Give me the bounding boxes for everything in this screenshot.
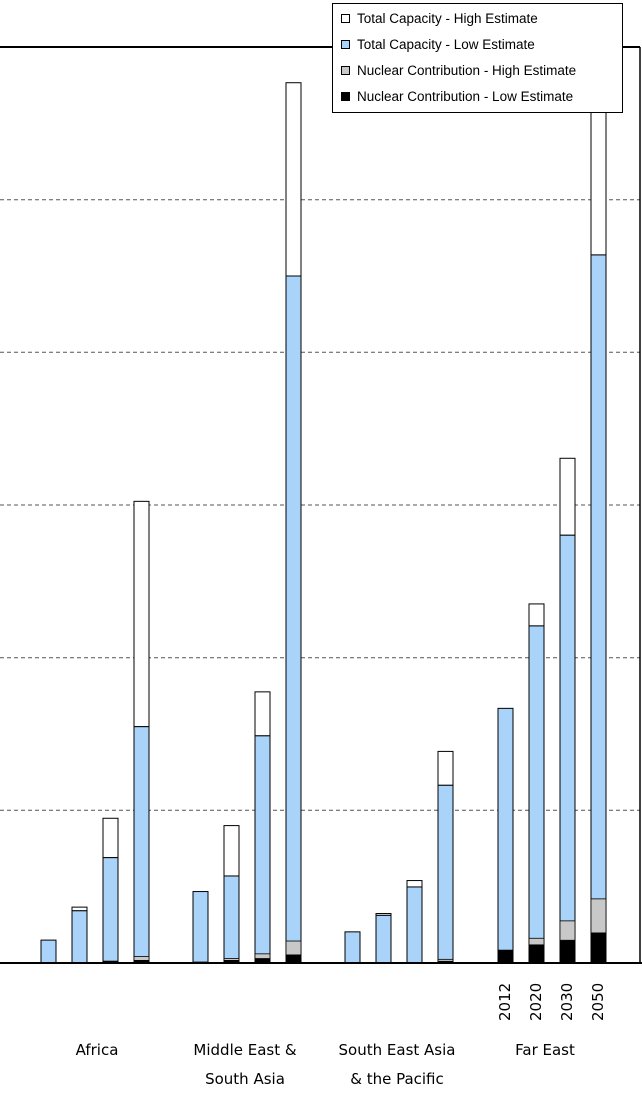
bar-0-2030-total-high	[102, 817, 119, 859]
region-label-far-east-line1: Far East	[515, 1041, 575, 1059]
bar-3-2030-total-low	[559, 534, 576, 964]
legend-swatch-total-low	[341, 39, 350, 49]
bar-3-2050-total-high	[590, 110, 607, 256]
legend-swatch-nuclear-low	[341, 91, 350, 101]
region-label-mesa-line2: South Asia	[205, 1070, 285, 1088]
bar-3-2030-nuclear-low	[559, 939, 576, 964]
region-label-seap-line2: & the Pacific	[350, 1070, 444, 1088]
legend-swatch-total-high	[341, 13, 350, 23]
year-label-2030: 2030	[558, 982, 576, 1021]
bar-0-2050-total-high	[133, 500, 150, 728]
legend-label-nuclear-high: Nuclear Contribution - High Estimate	[357, 62, 577, 78]
legend-item-nuclear-high: Nuclear Contribution - High Estimate	[341, 59, 576, 81]
region-label-seap-line1: South East Asia	[338, 1041, 456, 1059]
bar-0-2030-total-low	[102, 857, 119, 964]
bar-0-2020-total-high	[71, 906, 88, 912]
bar-2-2020-total-low	[375, 914, 392, 964]
region-label-africa-line1: Africa	[75, 1041, 119, 1059]
bar-3-2050-nuclear-low	[590, 932, 607, 964]
year-label-2020: 2020	[527, 982, 545, 1021]
legend-label-total-low: Total Capacity - Low Estimate	[357, 36, 535, 52]
legend-label-nuclear-low: Nuclear Contribution - Low Estimate	[357, 88, 574, 104]
bar-3-2012-total-low	[497, 707, 514, 964]
bar-3-2020-nuclear-low	[528, 944, 545, 964]
bar-1-2050-total-high	[285, 82, 302, 277]
bar-3-2030-total-high	[559, 457, 576, 536]
region-label-far-east: Far East	[485, 1036, 605, 1065]
bar-3-2012-nuclear-low	[497, 949, 514, 964]
chart-legend: Total Capacity - High Estimate Total Cap…	[332, 3, 623, 113]
bar-2-2030-total-low	[406, 886, 423, 964]
bar-2-2012-total-low	[344, 931, 361, 964]
legend-item-total-low: Total Capacity - Low Estimate	[341, 33, 535, 55]
bar-1-2030-total-low	[254, 735, 271, 964]
bar-3-2020-total-low	[528, 625, 545, 964]
bar-0-2020-total-low	[71, 910, 88, 964]
bar-2-2050-total-low	[437, 784, 454, 964]
region-label-africa: Africa	[37, 1036, 157, 1065]
bar-1-2050-total-low	[285, 275, 302, 964]
year-label-2050: 2050	[589, 982, 607, 1021]
bar-1-2050-nuclear-low	[285, 954, 302, 964]
legend-item-nuclear-low: Nuclear Contribution - Low Estimate	[341, 85, 573, 107]
bar-0-2012-total-low	[40, 939, 57, 964]
legend-swatch-nuclear-high	[341, 65, 350, 75]
year-label-2012: 2012	[496, 982, 514, 1021]
bar-3-2050-total-low	[590, 254, 607, 964]
bar-2-2030-total-high	[406, 880, 423, 888]
bar-1-2030-total-high	[254, 691, 271, 737]
region-label-middle-east-south-asia: Middle East & South Asia	[170, 1036, 320, 1094]
bar-1-2020-total-low	[223, 875, 240, 964]
legend-item-total-high: Total Capacity - High Estimate	[341, 7, 538, 29]
region-label-mesa-line1: Middle East &	[193, 1041, 297, 1059]
bar-0-2050-total-low	[133, 726, 150, 964]
region-label-south-east-asia-pacific: South East Asia & the Pacific	[322, 1036, 472, 1094]
bar-1-2012-total-low	[192, 891, 209, 964]
bar-2-2050-total-high	[437, 750, 454, 786]
bar-3-2020-total-high	[528, 603, 545, 627]
bar-1-2020-total-high	[223, 825, 240, 877]
legend-label-total-high: Total Capacity - High Estimate	[357, 10, 538, 26]
